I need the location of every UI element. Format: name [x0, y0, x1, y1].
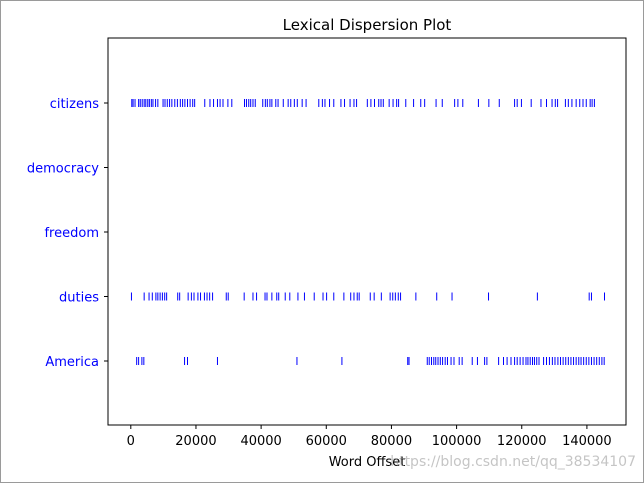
y-tick-label-duties: duties — [59, 291, 99, 306]
x-tick-label: 80000 — [371, 434, 412, 449]
y-tick-label-democracy: democracy — [27, 162, 99, 177]
x-tick-label: 140000 — [562, 434, 612, 449]
x-tick-label: 60000 — [306, 434, 347, 449]
dispersion-marks — [130, 99, 605, 365]
x-axis-ticks: 0 20000 40000 60000 80000 100000 120000 140000 — [127, 425, 612, 449]
x-tick-label: 100000 — [432, 434, 482, 449]
y-tick-label-citizens: citizens — [50, 97, 100, 112]
y-tick-label-freedom: freedom — [44, 226, 99, 241]
x-tick-label: 0 — [127, 434, 135, 449]
x-tick-label: 40000 — [240, 434, 281, 449]
y-axis-ticks: citizens democracy freedom duties America — [27, 97, 108, 370]
x-axis-label: Word Offset — [329, 455, 406, 470]
plot-area-frame — [107, 37, 627, 426]
y-tick-label-america: America — [45, 355, 99, 370]
chart-title: Lexical Dispersion Plot — [283, 16, 452, 34]
watermark-text: https://blog.csdn.net/qq_38534107 — [390, 454, 636, 470]
x-tick-label: 20000 — [175, 434, 216, 449]
x-tick-label: 120000 — [497, 434, 547, 449]
